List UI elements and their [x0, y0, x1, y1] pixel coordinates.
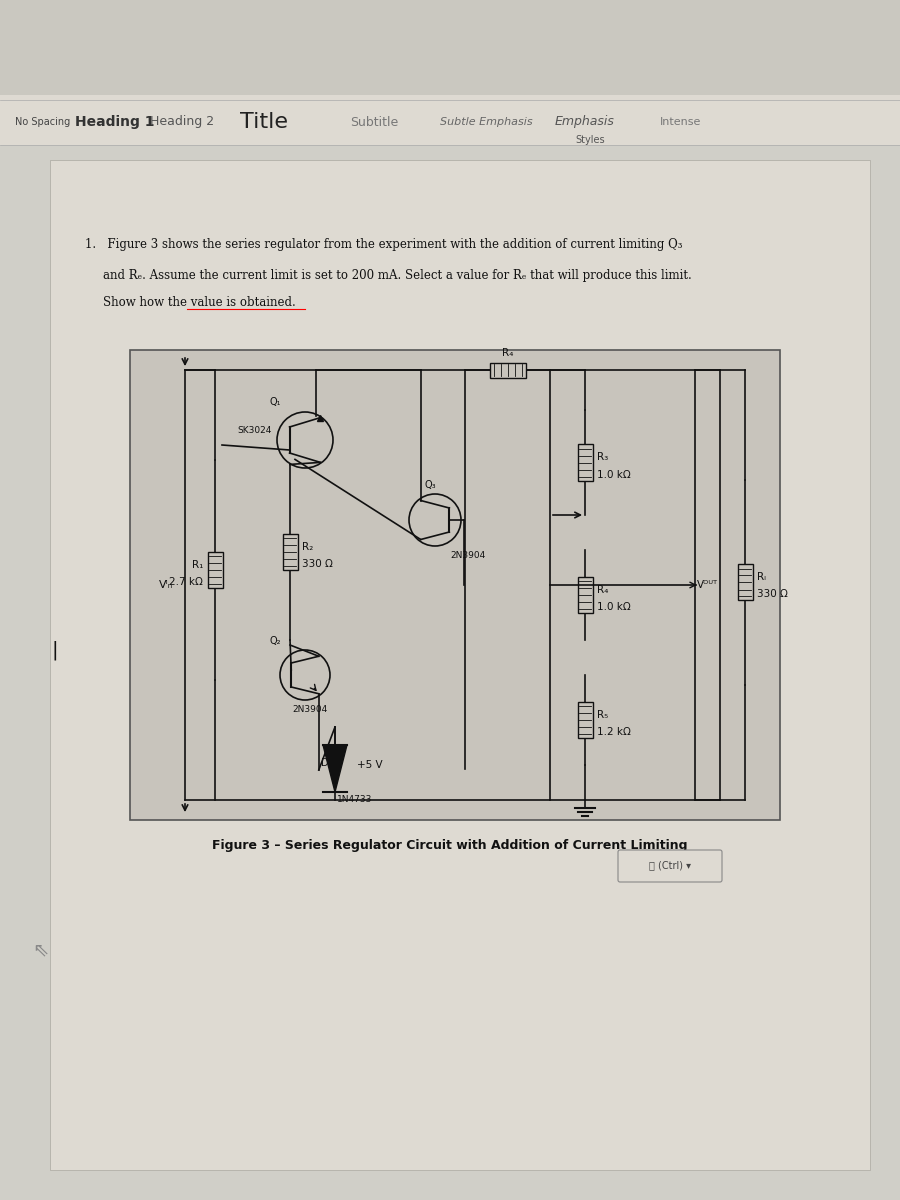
Text: 2N3904: 2N3904	[292, 704, 328, 714]
FancyBboxPatch shape	[618, 850, 722, 882]
Text: 1.   Figure 3 shows the series regulator from the experiment with the addition o: 1. Figure 3 shows the series regulator f…	[85, 239, 682, 252]
FancyBboxPatch shape	[283, 534, 298, 570]
FancyBboxPatch shape	[578, 702, 592, 738]
Text: Heading 2: Heading 2	[150, 115, 214, 128]
Text: Heading 1: Heading 1	[75, 115, 155, 128]
Text: +5 V: +5 V	[357, 760, 382, 770]
Text: Rₗ: Rₗ	[757, 572, 766, 582]
Text: Intense: Intense	[660, 116, 701, 127]
Text: 1.2 kΩ: 1.2 kΩ	[597, 727, 631, 737]
Text: Title: Title	[240, 112, 288, 132]
Text: Q₃: Q₃	[424, 480, 436, 490]
FancyBboxPatch shape	[737, 564, 752, 600]
Text: No Spacing: No Spacing	[15, 116, 70, 127]
Text: Show how the value is obtained.: Show how the value is obtained.	[103, 296, 296, 310]
Text: Emphasis: Emphasis	[555, 115, 615, 128]
Text: Vᴵₙ: Vᴵₙ	[158, 580, 173, 590]
Text: R₃: R₃	[597, 452, 608, 462]
Text: |: |	[51, 641, 59, 660]
Text: 2N3904: 2N3904	[450, 551, 485, 560]
Text: Figure 3 – Series Regulator Circuit with Addition of Current Limiting: Figure 3 – Series Regulator Circuit with…	[212, 839, 688, 852]
Text: Q₁: Q₁	[269, 397, 281, 407]
FancyBboxPatch shape	[0, 0, 900, 100]
Text: D₁: D₁	[321, 758, 333, 768]
Text: ⇖: ⇖	[32, 941, 49, 960]
Text: Q₂: Q₂	[269, 636, 281, 646]
Text: R₁: R₁	[192, 560, 203, 570]
FancyBboxPatch shape	[578, 444, 592, 480]
Text: Styles: Styles	[575, 134, 605, 145]
Text: R₄: R₄	[502, 348, 513, 358]
FancyBboxPatch shape	[578, 577, 592, 613]
FancyBboxPatch shape	[0, 95, 900, 145]
Text: 330 Ω: 330 Ω	[757, 589, 788, 600]
Text: R₂: R₂	[302, 542, 313, 552]
Text: 🖹 (Ctrl) ▾: 🖹 (Ctrl) ▾	[649, 860, 691, 870]
Text: 2.7 kΩ: 2.7 kΩ	[169, 577, 203, 587]
FancyBboxPatch shape	[208, 552, 222, 588]
Text: SK3024: SK3024	[238, 426, 272, 434]
Text: 1.0 kΩ: 1.0 kΩ	[597, 469, 631, 480]
Text: 1.0 kΩ: 1.0 kΩ	[597, 602, 631, 612]
FancyBboxPatch shape	[490, 362, 526, 378]
Text: R₅: R₅	[597, 710, 608, 720]
FancyBboxPatch shape	[50, 160, 870, 1170]
Text: Subtle Emphasis: Subtle Emphasis	[440, 116, 533, 127]
Text: 330 Ω: 330 Ω	[302, 559, 333, 569]
Text: 1N4733: 1N4733	[337, 794, 373, 804]
Text: Subtitle: Subtitle	[350, 115, 398, 128]
Text: and Rₑ. Assume the current limit is set to 200 mA. Select a value for Rₑ that wi: and Rₑ. Assume the current limit is set …	[103, 269, 692, 282]
FancyBboxPatch shape	[130, 350, 780, 820]
Text: R₄: R₄	[597, 584, 608, 595]
Polygon shape	[323, 745, 347, 792]
Text: Vᴼᵁᵀ: Vᴼᵁᵀ	[697, 580, 718, 590]
